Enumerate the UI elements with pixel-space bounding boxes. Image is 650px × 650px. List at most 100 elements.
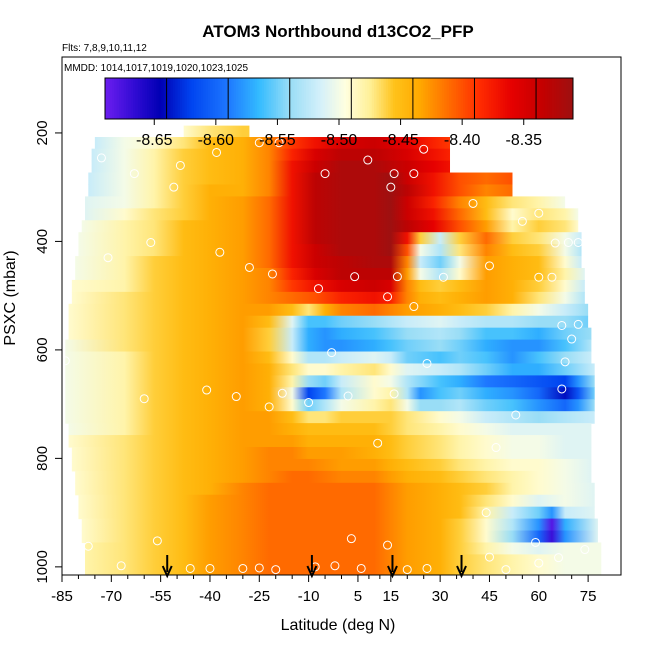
sample-point — [389, 389, 399, 399]
colorbar-strip — [105, 78, 108, 119]
x-tick-label: 30 — [432, 588, 449, 605]
sample-point — [534, 558, 544, 568]
sample-point — [563, 238, 573, 248]
colorbar-strip — [346, 78, 349, 119]
colorbar-strip — [507, 78, 511, 119]
sample-point — [468, 198, 478, 208]
sample-point — [373, 438, 383, 448]
heat-layer — [68, 435, 592, 448]
colorbar-strip — [219, 78, 223, 119]
colorbar-strip — [196, 78, 200, 119]
colorbar-strip — [500, 78, 504, 119]
colorbar-strip — [486, 78, 490, 119]
colorbar-strip — [458, 78, 462, 119]
colorbar-strip — [177, 78, 181, 119]
heat-layer — [85, 208, 579, 221]
colorbar-strip — [374, 78, 377, 119]
heat-layer — [85, 554, 602, 566]
colorbar-strip — [343, 78, 347, 119]
colorbar-strip — [329, 78, 333, 119]
heat-layer — [88, 172, 513, 186]
sample-point — [511, 410, 521, 420]
profile-arrow-head — [456, 565, 467, 579]
colorbar-strip — [229, 78, 232, 119]
colorbar-strip — [320, 78, 324, 119]
heat-layer — [94, 137, 451, 150]
colorbar-strip — [292, 78, 296, 119]
x-tick-label: 45 — [481, 588, 498, 605]
colorbar-strip — [116, 78, 120, 119]
colorbar-strip — [324, 78, 328, 119]
x-tick-label: -55 — [150, 588, 172, 605]
colorbar-strip — [254, 78, 258, 119]
colorbar-strip — [519, 78, 523, 119]
colorbar-strip — [495, 78, 499, 119]
colorbar-strip — [404, 78, 408, 119]
colorbar-strip — [413, 78, 417, 119]
sample-point — [567, 334, 577, 344]
colorbar-strip — [453, 78, 457, 119]
sample-point — [290, 126, 300, 136]
colorbar-strip — [493, 78, 497, 119]
colorbar-strip — [512, 78, 515, 119]
heat-layer — [75, 267, 585, 281]
colorbar-strip — [257, 78, 260, 119]
colorbar-strip — [182, 78, 186, 119]
colorbar-strip — [294, 78, 298, 119]
chart-title: ATOM3 Northbound d13CO2_PFP — [202, 22, 473, 41]
colorbar-strip — [341, 78, 345, 119]
colorbar-strip — [222, 78, 225, 119]
colorbar-strip — [392, 78, 396, 119]
colorbar-strip — [563, 78, 567, 119]
colorbar-strip — [481, 78, 485, 119]
colorbar-strip — [540, 78, 544, 119]
colorbar-strip — [451, 78, 455, 119]
colorbar-strip — [406, 78, 410, 119]
sample-point — [573, 238, 583, 248]
sample-point — [383, 292, 393, 302]
heat-layer — [68, 423, 592, 436]
colorbar-strip — [556, 78, 560, 119]
colorbar-strip — [425, 78, 429, 119]
colorbar-strip — [264, 78, 267, 119]
colorbar-strip — [383, 78, 387, 119]
colorbar-strip — [184, 78, 188, 119]
colorbar-strip — [119, 78, 122, 119]
sample-point — [389, 169, 399, 179]
x-tick-label: -10 — [298, 588, 320, 605]
colorbar-strip — [353, 78, 356, 119]
heat-layer — [81, 518, 598, 532]
colorbar-tick-label: -8.40 — [444, 132, 481, 149]
colorbar-strip — [530, 78, 534, 119]
colorbar-strip — [282, 78, 286, 119]
sample-point — [419, 144, 429, 154]
colorbar-strip — [355, 78, 359, 119]
colorbar-strip — [467, 78, 471, 119]
colorbar-strip — [322, 78, 326, 119]
colorbar-strip — [165, 78, 169, 119]
profile-arrows — [161, 555, 467, 579]
colorbar-strip — [339, 78, 342, 119]
colorbar-tick-label: -8.65 — [136, 132, 173, 149]
heat-layer — [85, 564, 602, 575]
colorbar-strip — [168, 78, 172, 119]
colorbar-strip — [123, 78, 127, 119]
sample-point — [534, 272, 544, 282]
colorbar-strip — [207, 78, 211, 119]
heat-layer — [78, 494, 595, 508]
colorbar-strip — [135, 78, 139, 119]
colorbar-strip — [259, 78, 263, 119]
colorbar-strip — [243, 78, 246, 119]
colorbar-strip — [551, 78, 555, 119]
profile-arrow-head — [387, 565, 398, 579]
colorbar-strip — [561, 78, 565, 119]
colorbar-strip — [121, 78, 125, 119]
colorbar-strip — [172, 78, 176, 119]
colorbar-tick-label: -8.50 — [321, 132, 358, 149]
colorbar-strip — [327, 78, 331, 119]
sample-point — [264, 402, 274, 412]
profile-arrow-head — [306, 565, 318, 579]
colorbar-strip — [470, 78, 473, 119]
sample-point — [491, 443, 501, 453]
colorbar-strip — [336, 78, 340, 119]
